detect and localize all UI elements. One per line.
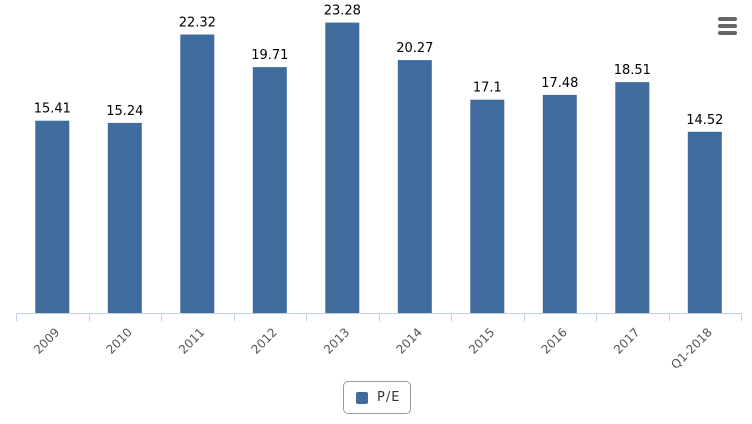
data-label: 15.24 xyxy=(106,104,143,119)
hamburger-line xyxy=(718,17,737,21)
legend-swatch xyxy=(356,392,368,404)
x-tick-label: 2016 xyxy=(538,325,569,356)
data-labels-layer: 15.41 15.24 22.32 19.71 23.28 20.27 17.1 17.48 1… xyxy=(34,4,724,128)
x-tick-label: 2013 xyxy=(321,325,352,356)
x-tick-label: Q1-2018 xyxy=(668,325,715,372)
hamburger-line xyxy=(718,31,737,35)
x-tick-label: 2012 xyxy=(248,325,279,356)
bar-2012[interactable] xyxy=(252,67,287,313)
x-tick-label: 2009 xyxy=(31,325,62,356)
data-label: 23.28 xyxy=(324,4,361,19)
data-label: 17.48 xyxy=(541,76,578,91)
bar-2010[interactable] xyxy=(107,122,142,314)
legend-item-pe[interactable]: P/E xyxy=(343,381,411,414)
x-tick-label: 2010 xyxy=(103,325,134,356)
data-label: 14.52 xyxy=(686,113,723,128)
x-axis: 2009 2010 2011 2012 2013 2014 2015 2016 2017 Q1-2… xyxy=(16,313,742,372)
hamburger-line xyxy=(718,24,737,28)
bar-2017[interactable] xyxy=(615,82,650,313)
bar-2013[interactable] xyxy=(325,22,360,313)
bar-q1-2018[interactable] xyxy=(687,131,722,313)
x-tick-label: 2017 xyxy=(611,325,642,356)
chart-menu-button[interactable] xyxy=(712,12,742,40)
data-label: 15.41 xyxy=(34,102,71,117)
data-label: 22.32 xyxy=(179,16,216,31)
bar-2015[interactable] xyxy=(470,99,505,313)
bars-layer xyxy=(35,22,722,314)
x-tick-label: 2011 xyxy=(176,325,207,356)
bar-2011[interactable] xyxy=(180,34,215,314)
bar-2016[interactable] xyxy=(542,94,577,314)
legend-label: P/E xyxy=(377,390,401,405)
data-label: 18.51 xyxy=(614,63,651,78)
x-tick-label: 2014 xyxy=(393,325,424,356)
data-label: 19.71 xyxy=(251,48,288,63)
data-label: 17.1 xyxy=(473,81,502,96)
bar-2014[interactable] xyxy=(397,60,432,313)
data-label: 20.27 xyxy=(396,41,433,56)
bar-2009[interactable] xyxy=(35,120,70,313)
x-tick-label: 2015 xyxy=(466,325,497,356)
